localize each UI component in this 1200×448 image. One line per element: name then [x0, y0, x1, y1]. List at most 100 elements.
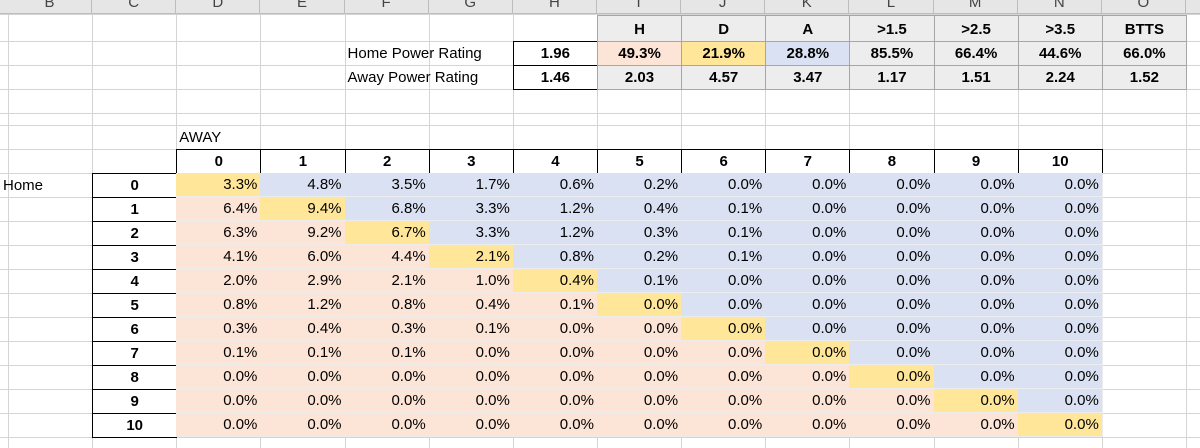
score-probability: 3.3% [428, 221, 514, 245]
column-header: H [513, 0, 597, 14]
score-probability: 0.8% [176, 293, 262, 317]
score-probability: 0.0% [849, 245, 935, 269]
score-probability: 0.0% [428, 413, 514, 437]
score-probability: 0.0% [765, 245, 851, 269]
score-probability: 0.0% [1017, 173, 1103, 197]
score-probability: 0.1% [344, 341, 430, 365]
away-goals-header: 6 [681, 149, 767, 174]
score-probability: 0.0% [765, 317, 851, 341]
score-probability: 0.0% [596, 341, 683, 365]
market-probability: 85.5% [849, 41, 935, 65]
score-probability: 0.1% [512, 293, 598, 317]
score-probability: 0.1% [176, 341, 262, 365]
home-goals-header: 5 [92, 293, 178, 318]
score-probability: 2.1% [428, 245, 514, 269]
score-probability: 0.0% [260, 365, 346, 389]
score-probability: 0.0% [176, 389, 262, 413]
score-probability: 0.0% [933, 221, 1019, 245]
column-header: D [176, 0, 261, 14]
score-probability: 0.0% [1017, 197, 1103, 221]
away-goals-header: 4 [512, 149, 598, 174]
score-probability: 0.2% [596, 245, 683, 269]
score-probability: 0.0% [765, 293, 851, 317]
score-probability: 0.0% [933, 293, 1019, 317]
rating-value: 1.96 [512, 41, 598, 66]
score-probability: 6.4% [176, 197, 262, 221]
home-goals-header: 6 [92, 317, 178, 342]
score-probability: 0.0% [176, 365, 262, 389]
score-probability: 0.0% [1017, 293, 1103, 317]
column-header: C [92, 0, 177, 14]
score-probability: 0.0% [1017, 269, 1103, 293]
score-probability: 0.0% [1017, 221, 1103, 245]
score-probability: 6.3% [176, 221, 262, 245]
score-probability: 0.0% [849, 293, 935, 317]
market-odds: 3.47 [765, 65, 851, 90]
score-probability: 0.4% [428, 293, 514, 317]
score-probability: 0.0% [681, 341, 767, 365]
score-probability: 0.0% [1017, 389, 1103, 413]
score-probability: 0.0% [765, 269, 851, 293]
market-odds: 4.57 [681, 65, 767, 90]
score-probability: 0.1% [260, 341, 346, 365]
column-header: N [1018, 0, 1102, 14]
away-goals-header: 2 [344, 149, 430, 174]
score-probability: 6.7% [344, 221, 430, 245]
score-probability: 0.0% [1017, 413, 1103, 437]
gridline-v [8, 14, 9, 448]
score-probability: 0.4% [596, 197, 683, 221]
score-probability: 0.0% [765, 365, 851, 389]
score-probability: 0.0% [765, 341, 851, 365]
score-probability: 0.0% [933, 173, 1019, 197]
column-header: G [429, 0, 513, 14]
score-probability: 0.8% [344, 293, 430, 317]
score-probability: 0.0% [512, 341, 598, 365]
market-header: A [765, 15, 851, 42]
score-probability: 0.0% [1017, 245, 1103, 269]
market-header: D [681, 15, 767, 42]
home-label: Home [3, 176, 44, 194]
score-probability: 0.0% [765, 173, 851, 197]
score-probability: 0.4% [260, 317, 346, 341]
score-probability: 6.0% [260, 245, 346, 269]
score-probability: 0.3% [176, 317, 262, 341]
home-goals-header: 0 [92, 173, 178, 198]
score-probability: 0.3% [344, 317, 430, 341]
score-probability: 0.1% [681, 221, 767, 245]
score-probability: 0.0% [512, 317, 598, 341]
market-probability: 66.4% [933, 41, 1019, 65]
score-probability: 0.2% [596, 173, 683, 197]
score-probability: 0.0% [933, 317, 1019, 341]
score-probability: 0.0% [344, 389, 430, 413]
score-probability: 0.0% [512, 389, 598, 413]
score-probability: 0.0% [765, 389, 851, 413]
home-goals-header: 3 [92, 245, 178, 270]
score-probability: 1.2% [512, 197, 598, 221]
away-goals-header: 7 [765, 149, 851, 174]
score-probability: 0.0% [933, 413, 1019, 437]
score-probability: 0.0% [933, 245, 1019, 269]
score-probability: 4.4% [344, 245, 430, 269]
score-probability: 9.4% [260, 197, 346, 221]
away-goals-header: 5 [596, 149, 683, 174]
gridline-v [1185, 14, 1187, 448]
column-header: E [260, 0, 345, 14]
market-odds: 2.24 [1017, 65, 1103, 90]
score-probability: 0.0% [512, 413, 598, 437]
home-goals-header: 4 [92, 269, 178, 294]
score-probability: 0.0% [681, 413, 767, 437]
score-probability: 0.0% [765, 197, 851, 221]
score-probability: 0.6% [512, 173, 598, 197]
away-goals-header: 1 [260, 149, 346, 174]
market-probability: 44.6% [1017, 41, 1103, 65]
score-probability: 0.0% [681, 269, 767, 293]
score-probability: 0.0% [681, 389, 767, 413]
score-probability: 0.0% [849, 317, 935, 341]
away-goals-header: 0 [176, 149, 262, 174]
market-odds: 1.52 [1101, 65, 1187, 90]
score-probability: 0.0% [260, 413, 346, 437]
score-probability: 3.3% [428, 197, 514, 221]
score-probability: 0.0% [765, 221, 851, 245]
score-probability: 0.0% [596, 389, 683, 413]
